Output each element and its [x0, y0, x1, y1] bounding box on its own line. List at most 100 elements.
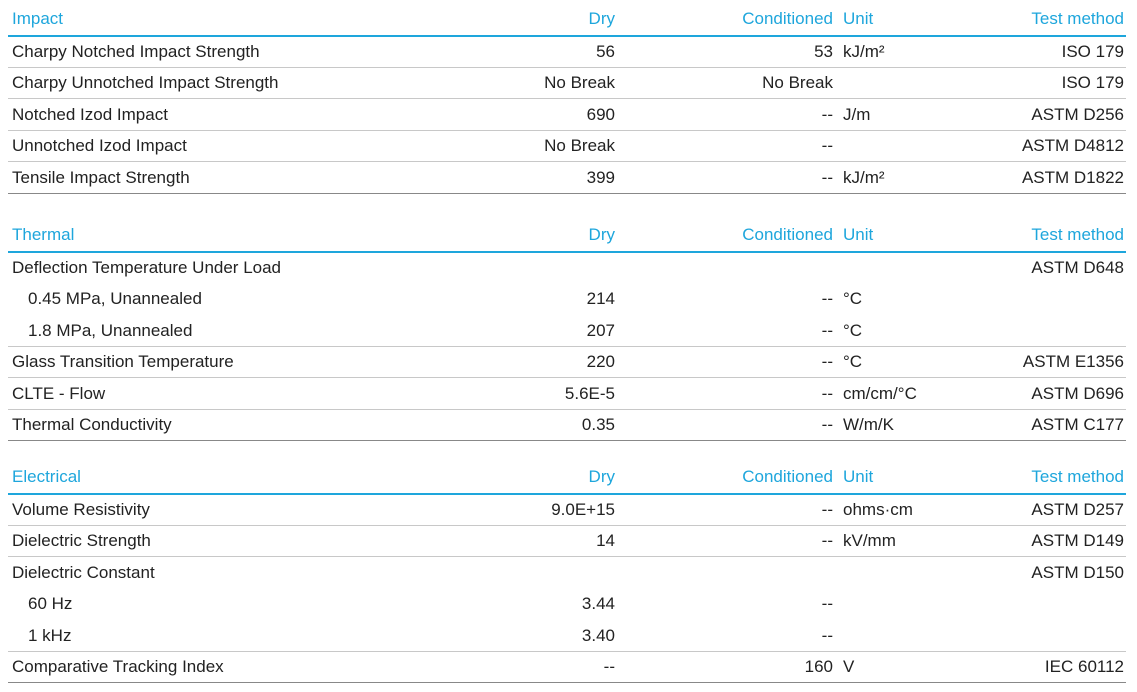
method-cell: ASTM D257 — [1031, 499, 1124, 519]
dry-cell: 9.0E+15 — [551, 499, 615, 519]
conditioned-cell: -- — [821, 531, 833, 551]
property-cell: 1.8 MPa, Unannealed — [28, 320, 193, 340]
property-cell: Volume Resistivity — [12, 499, 150, 519]
dry-cell: 3.44 — [581, 594, 615, 614]
row-rule — [8, 408, 1126, 410]
title-cell: Thermal — [12, 225, 75, 244]
method-cell: ASTM D696 — [1031, 383, 1124, 403]
title-cell: Impact — [12, 9, 64, 28]
unit-cell: °C — [843, 320, 863, 340]
row-rule — [8, 161, 1126, 162]
conditioned-cell: Conditioned — [742, 225, 833, 244]
dry-cell: 690 — [586, 104, 615, 124]
method-cell: Test method — [1031, 9, 1124, 28]
row-rule — [8, 524, 1126, 526]
method-cell: ASTM D648 — [1031, 257, 1124, 277]
method-cell: ASTM D150 — [1031, 562, 1124, 582]
header-rule — [8, 251, 1126, 253]
row-rule — [8, 556, 1126, 557]
method-cell: ASTM D149 — [1031, 531, 1124, 551]
property-cell: Deflection Temperature Under Load — [12, 257, 282, 277]
dry-cell: 214 — [586, 289, 615, 309]
method-cell: ASTM C177 — [1031, 415, 1124, 435]
property-cell: Comparative Tracking Index — [12, 657, 224, 677]
dry-cell: 399 — [586, 167, 615, 187]
row-rule — [8, 682, 1126, 683]
property-cell: Dielectric Constant — [12, 562, 155, 582]
row-rule — [8, 98, 1126, 99]
conditioned-cell: -- — [821, 594, 833, 614]
conditioned-cell: -- — [821, 499, 833, 519]
conditioned-cell: -- — [821, 136, 833, 156]
method-cell: ISO 179 — [1061, 41, 1124, 61]
unit-cell: °C — [843, 352, 863, 372]
row-rule — [8, 650, 1126, 652]
method-cell: Test method — [1031, 225, 1124, 244]
method-cell: ASTM E1356 — [1022, 352, 1124, 372]
property-cell: Glass Transition Temperature — [12, 352, 234, 372]
conditioned-cell: -- — [821, 104, 833, 124]
property-cell: 1 kHz — [28, 625, 72, 645]
method-cell: ISO 179 — [1061, 73, 1124, 93]
dry-cell: 14 — [596, 531, 615, 551]
method-cell: ASTM D256 — [1031, 104, 1124, 124]
conditioned-cell: -- — [821, 167, 833, 187]
method-cell: ASTM D1822 — [1021, 167, 1124, 187]
unit-cell: J/m — [843, 104, 871, 124]
unit-cell: Unit — [843, 9, 874, 28]
method-cell: ASTM D4812 — [1021, 136, 1124, 156]
conditioned-cell: -- — [821, 320, 833, 340]
property-cell: Charpy Unnotched Impact Strength — [12, 73, 279, 93]
dry-cell: Dry — [588, 225, 615, 244]
dry-cell: Dry — [588, 9, 615, 28]
conditioned-cell: -- — [821, 289, 833, 309]
conditioned-cell: -- — [821, 415, 833, 435]
header-rule — [8, 493, 1126, 495]
row-rule — [8, 66, 1126, 68]
unit-cell: ohms·cm — [843, 499, 913, 519]
conditioned-cell: -- — [821, 352, 833, 372]
property-cell: Dielectric Strength — [12, 531, 151, 551]
property-cell: Notched Izod Impact — [12, 104, 168, 124]
dry-cell: 207 — [586, 320, 615, 340]
property-cell: 0.45 MPa, Unannealed — [28, 289, 202, 309]
dry-cell: -- — [603, 657, 615, 677]
unit-cell: Unit — [843, 467, 874, 486]
unit-cell: kJ/m² — [843, 41, 885, 61]
property-cell: Thermal Conductivity — [12, 415, 172, 435]
dry-cell: 56 — [596, 41, 615, 61]
row-rule — [8, 440, 1126, 441]
property-cell: Unnotched Izod Impact — [12, 136, 187, 156]
dry-cell: No Break — [544, 136, 615, 156]
unit-cell: °C — [843, 289, 863, 309]
method-cell: IEC 60112 — [1044, 657, 1124, 677]
dry-cell: 5.6E-5 — [564, 383, 615, 403]
conditioned-cell: Conditioned — [742, 9, 833, 28]
method-cell: Test method — [1031, 467, 1124, 486]
conditioned-cell: -- — [821, 383, 833, 403]
conditioned-cell: 53 — [814, 41, 833, 61]
conditioned-cell: Conditioned — [742, 467, 833, 486]
property-cell: 60 Hz — [28, 594, 73, 614]
row-rule — [8, 192, 1126, 194]
unit-cell: V — [843, 657, 855, 677]
property-cell: CLTE - Flow — [12, 383, 106, 403]
unit-cell: cm/cm/°C — [843, 383, 917, 403]
title-cell: Electrical — [12, 467, 81, 486]
conditioned-cell: -- — [821, 625, 833, 645]
row-rule — [8, 129, 1126, 131]
dry-cell: Dry — [588, 467, 615, 486]
dry-cell: 0.35 — [581, 415, 615, 435]
property-cell: Charpy Notched Impact Strength — [12, 41, 260, 61]
header-rule — [8, 35, 1126, 37]
dry-cell: 220 — [586, 352, 615, 372]
row-rule — [8, 345, 1126, 347]
conditioned-cell: No Break — [762, 73, 833, 93]
property-cell: Tensile Impact Strength — [12, 167, 190, 187]
unit-cell: Unit — [843, 225, 874, 244]
row-rule — [8, 377, 1126, 378]
conditioned-cell: 160 — [804, 657, 833, 677]
dry-cell: No Break — [544, 73, 615, 93]
unit-cell: kV/mm — [843, 531, 896, 551]
